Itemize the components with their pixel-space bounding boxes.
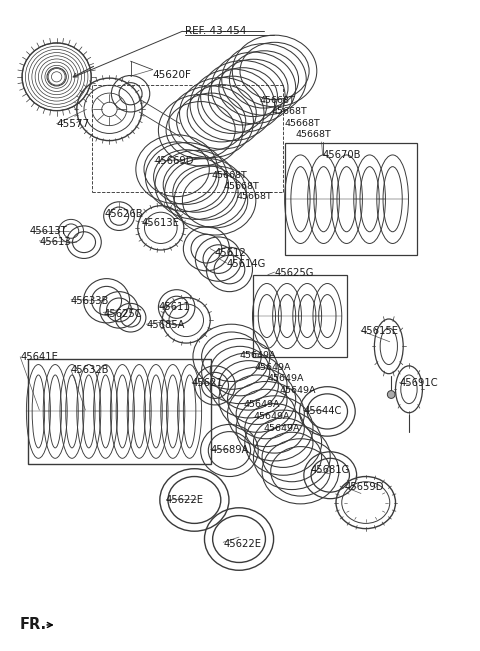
Bar	[253, 275, 347, 357]
Text: 45615E: 45615E	[361, 326, 399, 336]
Text: 45649A: 45649A	[240, 351, 276, 360]
Text: 45649A: 45649A	[263, 424, 300, 433]
Text: 45649A: 45649A	[254, 363, 291, 372]
Text: 45668T: 45668T	[224, 182, 259, 191]
Bar	[285, 143, 417, 255]
Text: 45613: 45613	[39, 237, 71, 247]
Text: 45626B: 45626B	[105, 208, 143, 219]
Text: FR.: FR.	[19, 617, 47, 633]
Text: 45632B: 45632B	[71, 365, 109, 375]
Text: 45612: 45612	[215, 247, 247, 258]
Text: 45625G: 45625G	[275, 268, 314, 279]
Text: 45611: 45611	[158, 302, 190, 312]
Text: 45659D: 45659D	[345, 482, 384, 492]
Text: 45685A: 45685A	[146, 320, 185, 331]
Text: 45614G: 45614G	[227, 259, 266, 270]
Text: 45613E: 45613E	[142, 217, 180, 228]
Text: 45633B: 45633B	[71, 296, 109, 306]
Text: 45622E: 45622E	[223, 538, 261, 549]
Text: 45621: 45621	[192, 378, 224, 388]
Text: 45577: 45577	[57, 118, 90, 129]
Text: 45649A: 45649A	[244, 400, 280, 409]
Text: 45668T: 45668T	[211, 171, 247, 180]
Text: 45625C: 45625C	[103, 309, 142, 319]
Text: 45668T: 45668T	[236, 192, 272, 201]
Text: 45668T: 45668T	[271, 107, 307, 117]
Text: 45644C: 45644C	[303, 406, 342, 417]
Text: 45689A: 45689A	[210, 445, 249, 456]
Text: 45649A: 45649A	[279, 386, 316, 395]
Text: 45668T: 45668T	[259, 96, 295, 105]
Text: 45620F: 45620F	[153, 70, 192, 80]
Text: 45641E: 45641E	[20, 352, 58, 362]
Ellipse shape	[387, 391, 395, 398]
Text: 45669D: 45669D	[155, 156, 194, 167]
Text: 45622E: 45622E	[166, 495, 204, 505]
Bar	[28, 359, 211, 464]
Text: 45691C: 45691C	[399, 378, 438, 388]
Text: 45681G: 45681G	[311, 465, 350, 475]
Text: 45668T: 45668T	[295, 130, 331, 139]
Text: 45649A: 45649A	[268, 374, 304, 383]
Text: 45613T: 45613T	[30, 226, 67, 236]
Text: 45668T: 45668T	[284, 119, 320, 128]
Text: 45649A: 45649A	[253, 412, 290, 421]
Text: 45670B: 45670B	[323, 150, 361, 160]
Text: REF. 43-454: REF. 43-454	[185, 26, 246, 36]
